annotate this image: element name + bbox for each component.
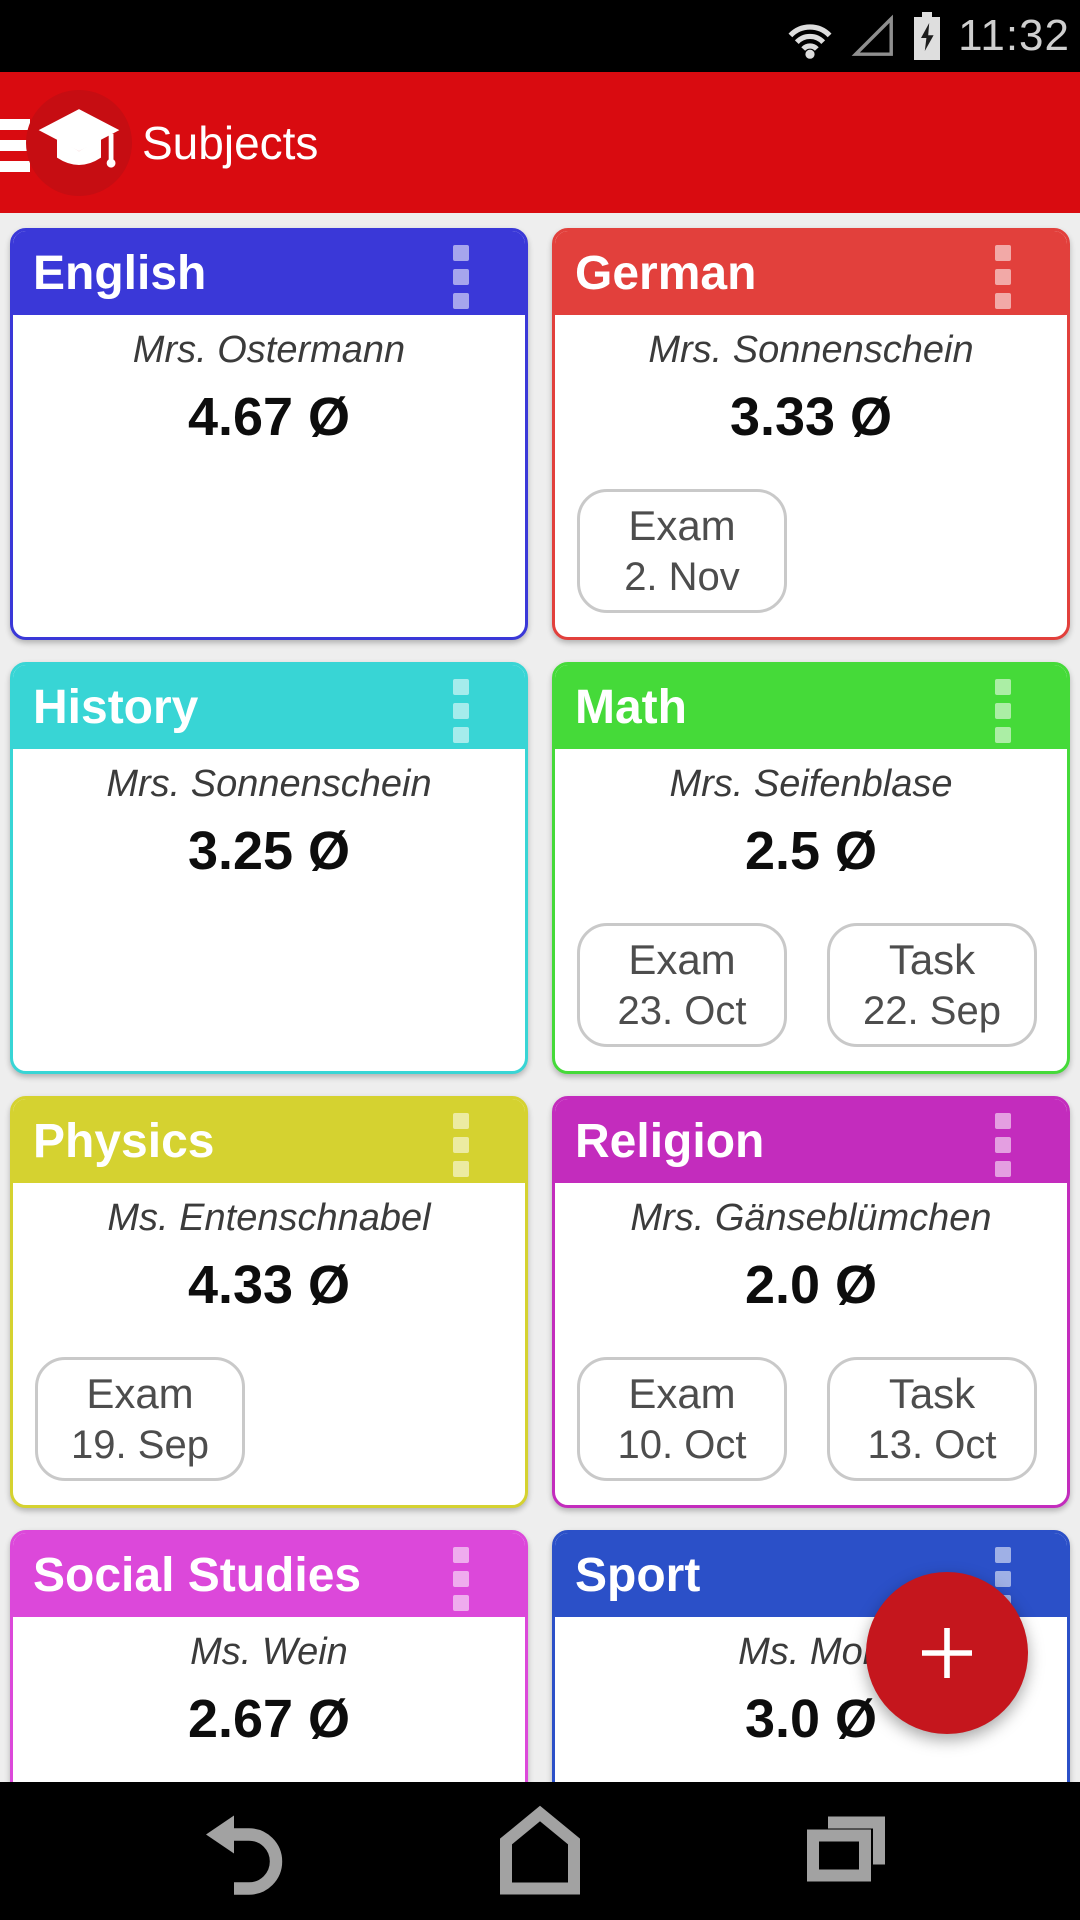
subject-card-header: Religion: [555, 1099, 1067, 1183]
badge-date-label: 22. Sep: [863, 989, 1001, 1034]
teacher-name: Mrs. Sonnenschein: [106, 763, 432, 805]
average-grade: 2.0 Ø: [744, 1255, 878, 1315]
badge-date-label: 19. Sep: [71, 1423, 209, 1468]
signal-icon: [851, 14, 894, 56]
average-grade: 3.25 Ø: [187, 821, 351, 881]
teacher-name: Mrs. Gänseblümchen: [630, 1197, 992, 1239]
teacher-name: Mrs. Sonnenschein: [648, 329, 974, 371]
badge-type-label: Task: [888, 1369, 976, 1417]
subject-name: Physics: [33, 1114, 215, 1168]
badge-date-label: 13. Oct: [867, 1423, 997, 1468]
subject-name: Math: [575, 680, 687, 734]
subject-card-header: Physics: [13, 1099, 525, 1183]
subject-card-header: English: [13, 231, 525, 315]
subject-name: Sport: [575, 1548, 701, 1602]
plus-icon: [922, 1628, 972, 1678]
app-bar: Subjects: [0, 72, 1080, 213]
subject-card-english[interactable]: English Mrs. Ostermann 4.67 Ø: [10, 228, 528, 640]
overflow-menu-icon[interactable]: [995, 1113, 1011, 1177]
subject-card-physics[interactable]: Physics Ms. Entenschnabel 4.33 Ø Exam 19.…: [10, 1096, 528, 1508]
average-grade: 2.5 Ø: [744, 821, 878, 881]
overflow-menu-icon[interactable]: [995, 679, 1011, 743]
badge-date-label: 23. Oct: [617, 989, 747, 1034]
event-badges: Exam 10. Oct Task 13. Oct: [577, 1357, 1037, 1481]
status-bar: 11:32: [0, 0, 1080, 72]
recents-icon: [807, 1816, 885, 1882]
teacher-name: Mrs. Seifenblase: [669, 763, 953, 805]
badge-type-label: Task: [888, 935, 976, 983]
average-grade: 3.33 Ø: [729, 387, 893, 447]
subject-name: German: [575, 246, 757, 300]
badge-type-label: Exam: [628, 935, 736, 983]
recents-button[interactable]: [797, 1801, 893, 1902]
exam-badge[interactable]: Exam 19. Sep: [35, 1357, 245, 1481]
page-title: Subjects: [142, 116, 319, 169]
overflow-menu-icon[interactable]: [995, 245, 1011, 309]
event-badges: Exam 2. Nov: [577, 489, 787, 613]
subject-card-header: Math: [555, 665, 1067, 749]
teacher-name: Mrs. Ostermann: [132, 329, 406, 371]
exam-badge[interactable]: Exam 2. Nov: [577, 489, 787, 613]
teacher-name: Ms. Wein: [190, 1631, 348, 1673]
add-subject-fab[interactable]: [866, 1572, 1028, 1734]
subject-card-german[interactable]: German Mrs. Sonnenschein 3.33 Ø Exam 2. N…: [552, 228, 1070, 640]
subject-name: Social Studies: [33, 1548, 362, 1602]
app-logo: [26, 90, 132, 196]
subject-name: Religion: [575, 1114, 765, 1168]
overflow-menu-icon[interactable]: [453, 1547, 469, 1611]
subject-card-header: Social Studies: [13, 1533, 525, 1617]
event-badges: Exam 23. Oct Task 22. Sep: [577, 923, 1037, 1047]
teacher-name: Ms. Entenschnabel: [107, 1197, 431, 1239]
subject-card-religion[interactable]: Religion Mrs. Gänseblümchen 2.0 Ø Exam 10…: [552, 1096, 1070, 1508]
subject-name: English: [33, 246, 207, 300]
subject-name: History: [33, 680, 199, 734]
exam-badge[interactable]: Exam 10. Oct: [577, 1357, 787, 1481]
wifi-icon: [788, 24, 832, 59]
task-badge[interactable]: Task 13. Oct: [827, 1357, 1037, 1481]
nav-bar: [0, 1782, 1080, 1920]
back-icon: [206, 1815, 283, 1895]
back-button[interactable]: [192, 1801, 288, 1902]
task-badge[interactable]: Task 22. Sep: [827, 923, 1037, 1047]
subject-card-header: German: [555, 231, 1067, 315]
average-grade: 3.0 Ø: [744, 1689, 878, 1749]
event-badges: Exam 19. Sep: [35, 1357, 245, 1481]
average-grade: 4.33 Ø: [187, 1255, 351, 1315]
badge-type-label: Exam: [628, 501, 736, 549]
status-time: 11:32: [958, 11, 1070, 60]
subject-card-history[interactable]: History Mrs. Sonnenschein 3.25 Ø: [10, 662, 528, 1074]
badge-date-label: 10. Oct: [617, 1423, 747, 1468]
average-grade: 2.67 Ø: [187, 1689, 351, 1749]
overflow-menu-icon[interactable]: [453, 245, 469, 309]
teacher-name: Ms. Mon: [738, 1631, 884, 1673]
home-button[interactable]: [490, 1801, 590, 1902]
menu-icon[interactable]: [0, 119, 30, 172]
subject-card-math[interactable]: Math Mrs. Seifenblase 2.5 Ø Exam 23. Oct T…: [552, 662, 1070, 1074]
home-icon: [500, 1805, 580, 1895]
subject-card-header: History: [13, 665, 525, 749]
battery-charging-icon: [914, 12, 941, 60]
badge-date-label: 2. Nov: [624, 555, 740, 600]
graduation-cap-icon: [38, 109, 120, 168]
badge-type-label: Exam: [628, 1369, 736, 1417]
overflow-menu-icon[interactable]: [453, 679, 469, 743]
overflow-menu-icon[interactable]: [453, 1113, 469, 1177]
average-grade: 4.67 Ø: [187, 387, 351, 447]
badge-type-label: Exam: [86, 1369, 194, 1417]
exam-badge[interactable]: Exam 23. Oct: [577, 923, 787, 1047]
